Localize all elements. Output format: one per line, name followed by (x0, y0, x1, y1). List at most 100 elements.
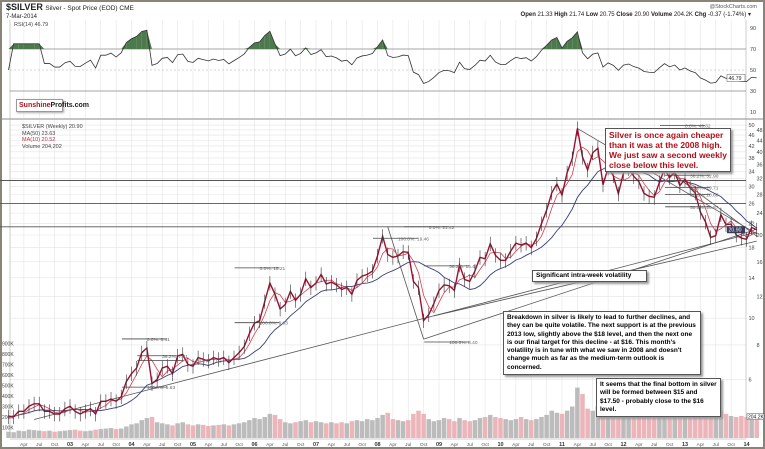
volume-bar (616, 414, 621, 438)
volume-bar (349, 421, 355, 438)
rsi-overbought-fill (8, 43, 14, 49)
volume-bar (159, 423, 165, 438)
volume-bar (580, 393, 585, 438)
rsi-overbought-fill (269, 31, 275, 49)
month-label: Jul (590, 442, 596, 448)
fib-label: 0.0%: 21.42 (429, 225, 455, 231)
month-label: Jul (344, 442, 350, 448)
volume-bar (590, 410, 596, 438)
price-tick-label: 20 (757, 233, 763, 239)
rsi-overbought-fill (382, 39, 388, 49)
volume-bar (124, 426, 129, 438)
rsi-overbought-fill (23, 43, 29, 49)
month-label: Apr (328, 442, 336, 448)
volume-tick-label: 900K (2, 342, 14, 348)
volume-last-label: 204.2K (748, 415, 765, 421)
volume-bar (426, 419, 432, 438)
volume-bar (723, 413, 729, 438)
rsi-overbought-fill (34, 43, 40, 49)
volume-bar (288, 423, 293, 438)
volume-bar (477, 418, 483, 438)
year-label: 06 (251, 442, 257, 448)
open-value: 21.33 (537, 12, 553, 18)
volume-bar (626, 412, 631, 438)
volume-bar (52, 431, 57, 438)
volume-bar (631, 414, 637, 438)
month-label: Oct (604, 442, 612, 448)
volume-bar (605, 410, 611, 438)
volume-bar (113, 429, 119, 438)
price-tick-label: 10 (749, 316, 755, 322)
volume-bar (344, 423, 350, 438)
year-label: 13 (682, 442, 688, 448)
month-label: Apr (574, 442, 582, 448)
volume-bar (687, 414, 693, 438)
volume-bar (698, 403, 703, 438)
volume-bar (677, 417, 683, 438)
volume-bar (575, 387, 580, 438)
rsi-tick-label: 90 (750, 26, 756, 32)
quote-bar: Open 21.33 High 21.74 Low 20.75 Close 20… (520, 12, 751, 18)
rsi-overbought-fill (29, 43, 35, 49)
price-tick-label: 44 (757, 138, 763, 144)
rsi-last-box (726, 74, 746, 82)
volume-bar (400, 421, 406, 438)
volume-bar (334, 423, 339, 438)
volume-bar (6, 431, 11, 438)
month-label: Apr (143, 442, 151, 448)
volume-bar (72, 429, 78, 438)
volume-bar (298, 421, 303, 438)
month-label: Oct (481, 442, 489, 448)
fib-label: 0.0%: 15.21 (260, 266, 286, 272)
volume-bar (134, 423, 139, 438)
volume-bar (739, 415, 744, 438)
volume-bar (749, 415, 754, 438)
volume-bar (411, 413, 416, 438)
volume-bar (339, 422, 344, 438)
volume-bar (364, 419, 370, 438)
volume-bar (380, 414, 385, 438)
volume-bar (144, 418, 150, 438)
ma10-legend: MA(10) 20.52 (22, 137, 56, 143)
volume-bar (88, 430, 93, 438)
fib-label: 100.0%: 19.46 (398, 236, 429, 242)
volume-bar (36, 430, 42, 438)
month-label: Apr (205, 442, 213, 448)
price-tick-label: 8 (757, 343, 760, 349)
volume-bar (462, 420, 467, 438)
volume-bar (385, 412, 391, 438)
volume-bar (528, 420, 534, 438)
volume-bar (733, 417, 739, 438)
volume-bar (67, 430, 73, 438)
volume-bar (431, 421, 437, 438)
volume-bar (636, 417, 642, 438)
volume-bar (708, 408, 713, 438)
fib-label: 38.2%: 32.90 (690, 173, 719, 179)
rsi-overbought-fill (131, 36, 137, 49)
rsi-tick-label: 50 (750, 68, 756, 74)
volume-bar (416, 410, 421, 438)
price-tick-label: 32 (757, 177, 763, 183)
month-label: Jul (467, 442, 473, 448)
volume-bar (313, 421, 319, 438)
volume-bar (329, 422, 334, 438)
month-label: Oct (112, 442, 120, 448)
volume-bar (200, 424, 206, 438)
volume-bar (303, 420, 309, 438)
volume-bar (498, 418, 503, 438)
volume-bar (221, 424, 227, 438)
volume-bar (26, 429, 32, 438)
sunshine-profits-logo: SunshineProfits.com (16, 99, 89, 112)
chg-value: -0.37 (-1.74%) (707, 12, 747, 18)
last-price-box (727, 226, 745, 234)
year-label: 03 (67, 442, 73, 448)
volume-bar (216, 424, 221, 438)
volume-bar (513, 419, 519, 438)
month-label: Apr (635, 442, 643, 448)
price-tick-label: 6 (749, 377, 752, 383)
volume-bar (421, 413, 426, 438)
rsi-overbought-fill (254, 41, 260, 49)
price-tick-label: 46 (749, 133, 755, 139)
high-label: High (554, 12, 568, 18)
